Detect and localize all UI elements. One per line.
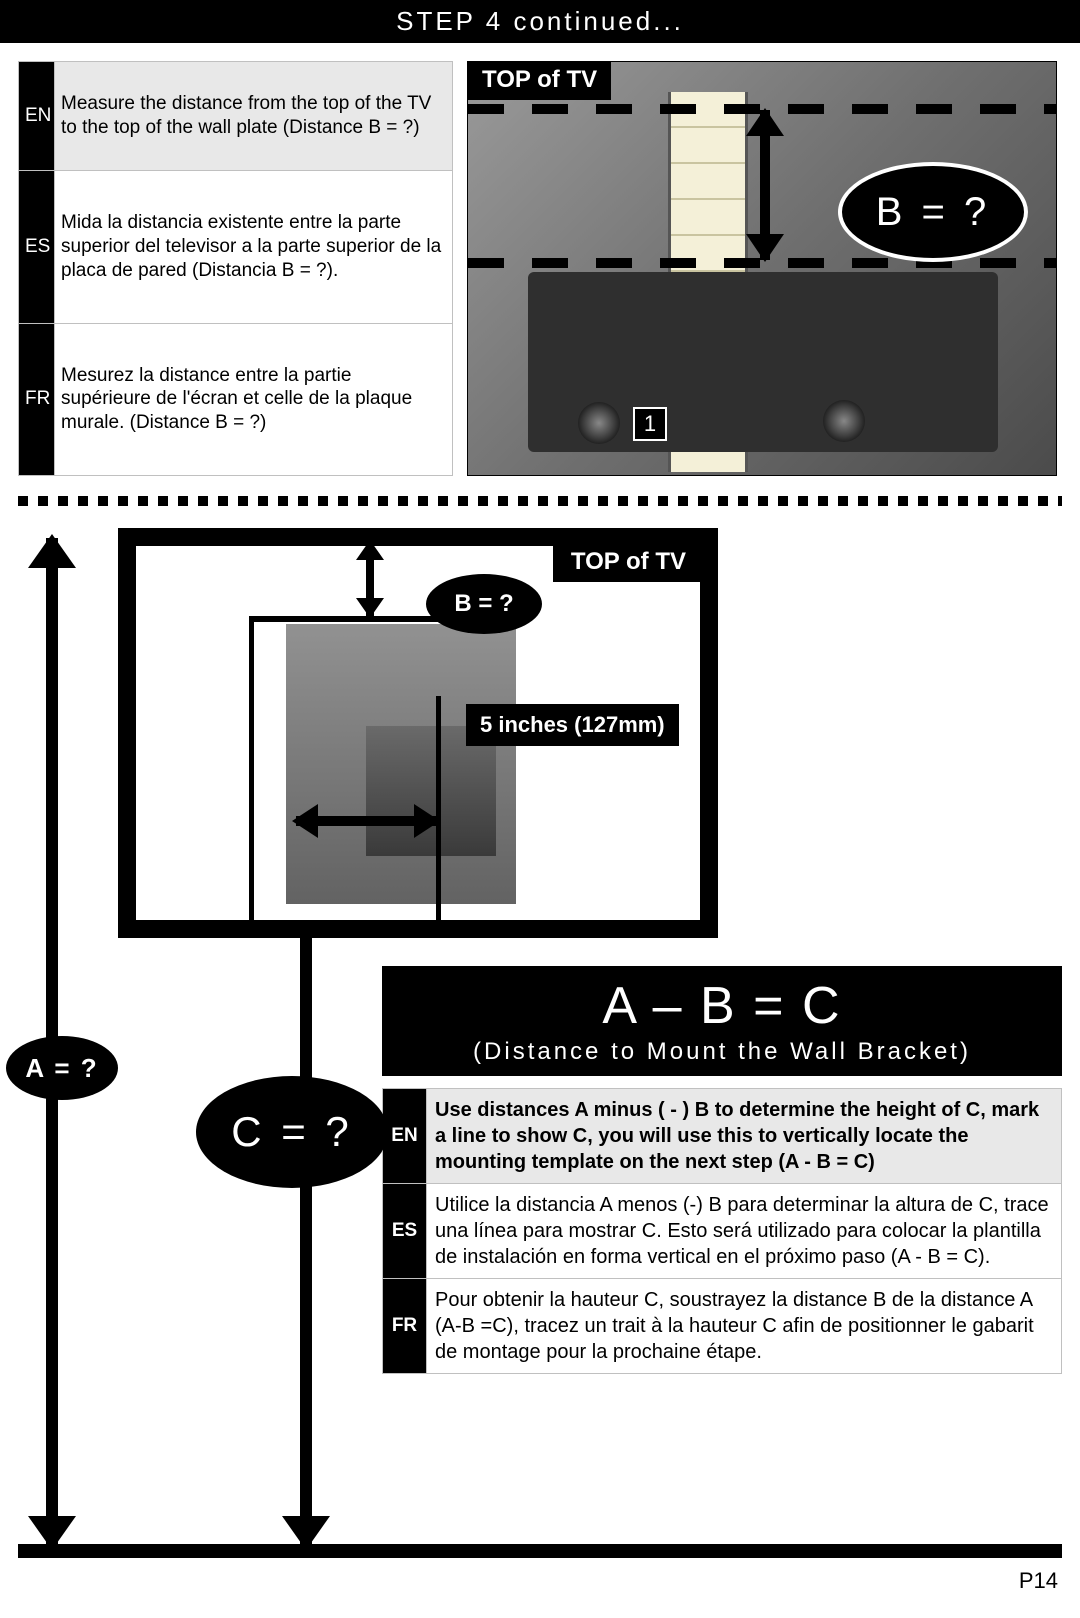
tv-frame-diagram: TOP of TV B = ? 5 inches (127mm) (118, 528, 718, 938)
table-row: EN Measure the distance from the top of … (19, 62, 453, 171)
instruction-text: Utilice la distancia A menos (-) B para … (427, 1184, 1062, 1279)
step-header: STEP 4 continued... (0, 0, 1080, 43)
instruction-table-2: EN Use distances A minus ( - ) B to dete… (382, 1088, 1062, 1374)
lang-code: EN (19, 62, 55, 171)
formula-sub: (Distance to Mount the Wall Bracket) (382, 1038, 1062, 1066)
top-of-tv-label: TOP of TV (468, 62, 611, 100)
formula-block: A – B = C (Distance to Mount the Wall Br… (382, 966, 1062, 1076)
lang-code: FR (383, 1279, 427, 1374)
instruction-table-1: EN Measure the distance from the top of … (18, 61, 453, 476)
table-row: FR Mesurez la distance entre la partie s… (19, 323, 453, 475)
floor-line-icon (18, 1544, 1062, 1558)
measurement-photo: TOP of TV B = ? 1 (467, 61, 1057, 476)
lang-code: ES (19, 171, 55, 323)
page-number: P14 (1019, 1568, 1058, 1594)
dotted-separator-icon (18, 496, 1062, 506)
vertical-arrow-icon (760, 110, 770, 260)
table-row: FR Pour obtenir la hauteur C, soustrayez… (383, 1279, 1062, 1374)
instruction-text: Use distances A minus ( - ) B to determi… (427, 1089, 1062, 1184)
inches-label: 5 inches (127mm) (466, 704, 679, 746)
top-of-tv-label: TOP of TV (553, 542, 704, 582)
lang-code: ES (383, 1184, 427, 1279)
table-row: ES Utilice la distancia A menos (-) B pa… (383, 1184, 1062, 1279)
table-row: ES Mida la distancia existente entre la … (19, 171, 453, 323)
instruction-text: Mida la distancia existente entre la par… (55, 171, 453, 323)
top-section: EN Measure the distance from the top of … (0, 43, 1080, 486)
callout-number: 1 (633, 407, 667, 441)
horizontal-arrow-icon (296, 816, 436, 826)
screw-icon (823, 400, 865, 442)
lang-code: FR (19, 323, 55, 475)
instruction-text: Mesurez la distance entre la partie supé… (55, 323, 453, 475)
instruction-text: Pour obtenir la hauteur C, soustrayez la… (427, 1279, 1062, 1374)
diagram-section: A = ? C = ? TOP of TV B = ? 5 inches (12… (18, 518, 1062, 1598)
screw-icon (578, 402, 620, 444)
b-distance-label: B = ? (838, 162, 1028, 262)
b-arrow-icon (366, 540, 374, 618)
formula-main: A – B = C (382, 976, 1062, 1036)
table-row: EN Use distances A minus ( - ) B to dete… (383, 1089, 1062, 1184)
a-distance-label: A = ? (6, 1036, 118, 1100)
guide-line-icon (249, 618, 254, 936)
instruction-text: Measure the distance from the top of the… (55, 62, 453, 171)
b-distance-label: B = ? (426, 574, 542, 634)
c-distance-label: C = ? (196, 1076, 388, 1188)
lang-code: EN (383, 1089, 427, 1184)
